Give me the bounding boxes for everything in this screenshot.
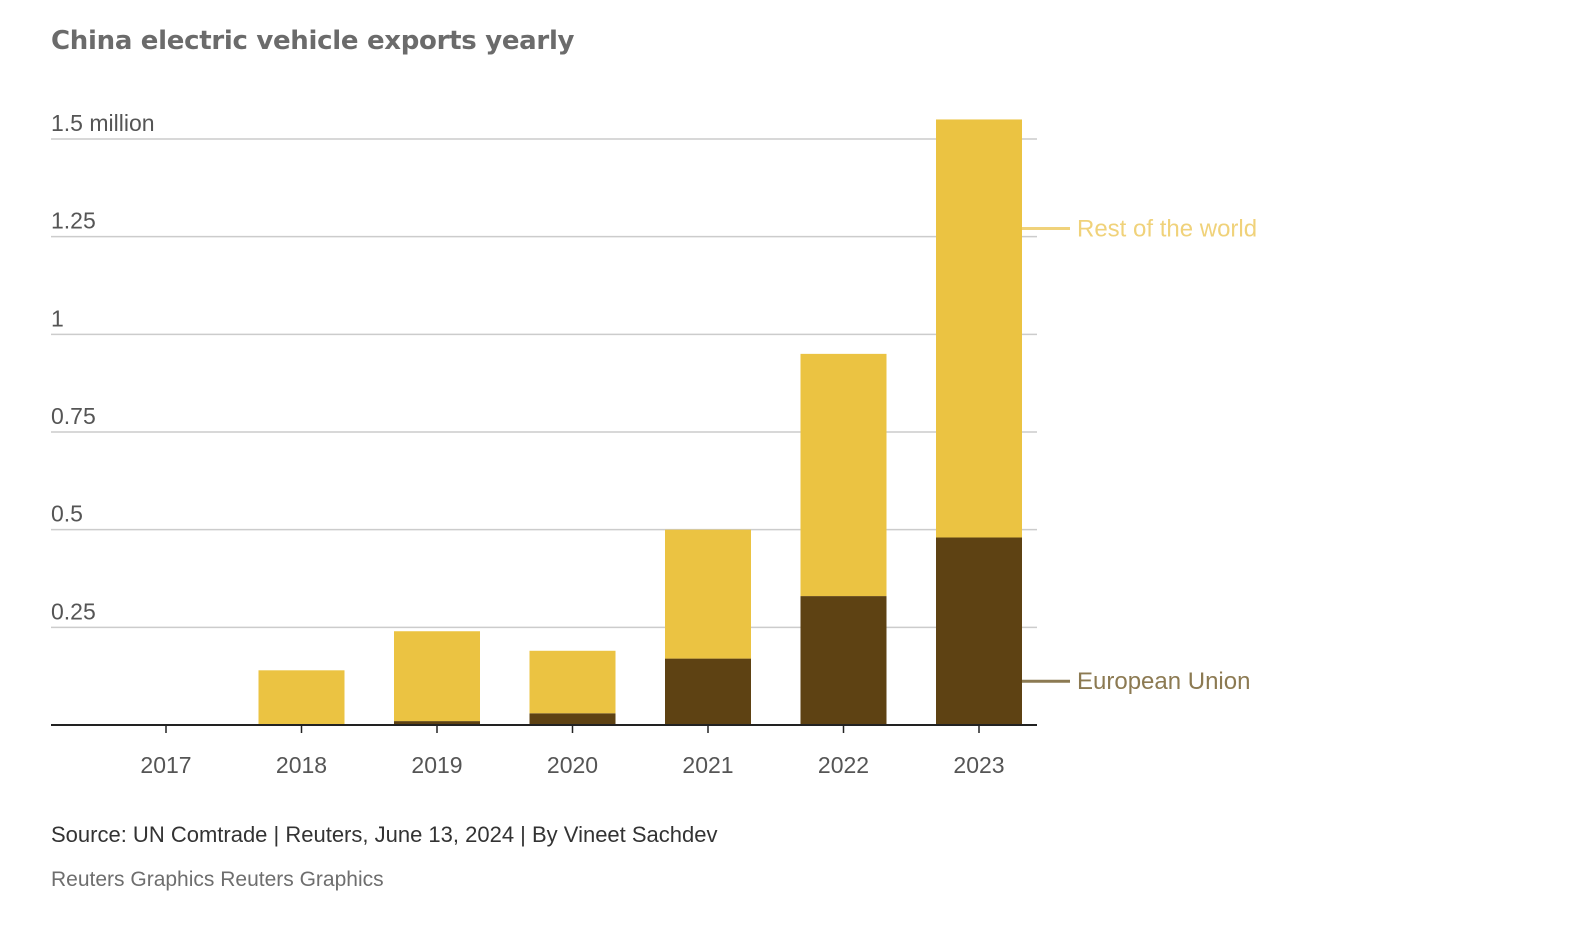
gridlines: 0.25 0.5 0.75 1 1.25 1.5 million bbox=[51, 110, 1037, 629]
x-tick-label: 2018 bbox=[276, 752, 327, 778]
x-tick-label: 2019 bbox=[411, 752, 462, 778]
bar-rest-of-the-world-2020 bbox=[529, 650, 616, 714]
bar-rest-of-the-world-2022 bbox=[800, 353, 887, 597]
series-labels: European Union Rest of the world bbox=[1022, 215, 1257, 695]
y-tick-label: 1.25 bbox=[51, 208, 96, 234]
y-tick-label: 0.75 bbox=[51, 403, 96, 429]
source-note: Source: UN Comtrade | Reuters, June 13, … bbox=[51, 822, 718, 847]
y-tick-label: 0.5 bbox=[51, 501, 83, 527]
series-label-rest-of-the-world: Rest of the world bbox=[1077, 215, 1257, 242]
x-tick-label: 2017 bbox=[140, 752, 191, 778]
x-tick-label: 2021 bbox=[682, 752, 733, 778]
bar-european-union-2021 bbox=[665, 658, 751, 725]
bar-european-union-2023 bbox=[936, 537, 1022, 725]
bar-rest-of-the-world-2019 bbox=[394, 631, 480, 722]
x-tick-label: 2020 bbox=[547, 752, 598, 778]
x-tick-label: 2023 bbox=[953, 752, 1004, 778]
y-tick-label: 1 bbox=[51, 305, 64, 331]
x-axis: 2017 2018 2019 2020 2021 2022 2023 bbox=[51, 724, 1037, 778]
y-tick-label: 0.25 bbox=[51, 598, 96, 624]
bar-rest-of-the-world-2023 bbox=[936, 119, 1022, 538]
bar-rest-of-the-world-2021 bbox=[665, 529, 751, 659]
bar-rest-of-the-world-2018 bbox=[258, 670, 345, 725]
bar-chart: 0.25 0.5 0.75 1 1.25 1.5 million 2017 2018 2019… bbox=[51, 110, 1257, 778]
bar-european-union-2022 bbox=[800, 596, 887, 725]
credit-note: Reuters Graphics Reuters Graphics bbox=[51, 868, 384, 891]
x-tick-label: 2022 bbox=[818, 752, 869, 778]
bar-european-union-2020 bbox=[529, 713, 616, 725]
y-tick-label: 1.5 million bbox=[51, 110, 155, 136]
bar-european-union-2019 bbox=[394, 721, 480, 725]
series-label-european-union: European Union bbox=[1077, 668, 1250, 695]
bars bbox=[258, 119, 1022, 725]
chart-title: China electric vehicle exports yearly bbox=[51, 26, 575, 56]
